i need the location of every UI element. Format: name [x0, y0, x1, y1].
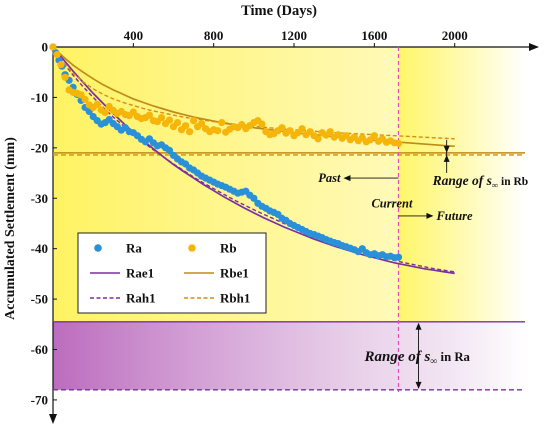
point-rb [93, 100, 101, 109]
x-tick-label: 800 [204, 28, 224, 43]
legend-marker [188, 244, 196, 252]
legend-label: Rae1 [126, 266, 154, 281]
point-rb [198, 120, 206, 128]
y-tick-label: -40 [31, 241, 48, 256]
legend-label: Ra [126, 241, 142, 256]
point-rb [218, 119, 226, 127]
legend-label: Rbh1 [220, 291, 250, 306]
point-rb [286, 127, 294, 135]
point-rb [182, 122, 190, 130]
y-tick-label: -70 [31, 392, 48, 407]
ra-range-arrow-top [415, 322, 422, 330]
current-label: Current [371, 196, 413, 210]
past-label: Past [318, 171, 341, 185]
y-tick-label: -50 [31, 292, 48, 307]
y-tick-label: -10 [31, 90, 48, 105]
point-rb [49, 43, 57, 51]
legend-label: Rbe1 [220, 266, 249, 281]
point-rb [129, 108, 137, 116]
point-rb [157, 114, 166, 122]
point-rb [186, 128, 194, 136]
x-tick-label: 1200 [281, 28, 307, 43]
data-points [49, 43, 403, 262]
ra-range-band [53, 321, 525, 390]
x-axis-arrow [529, 43, 539, 51]
point-rb [394, 139, 403, 147]
legend-marker [94, 244, 102, 252]
point-rb [314, 135, 322, 143]
y-tick-label: -30 [31, 191, 48, 206]
past-arrowhead [343, 175, 351, 182]
point-rb [173, 119, 182, 127]
y-tick-label: -60 [31, 342, 48, 357]
legend-label: Rb [220, 241, 237, 256]
rb-range-arrow-bottom [443, 154, 450, 162]
x-tick-label: 1600 [361, 28, 387, 43]
annotations: Past Current Future Range of s∞ in Rb Range … [318, 139, 528, 389]
point-rb [258, 120, 266, 128]
point-rb [61, 73, 69, 81]
x-tick-label: 2000 [442, 28, 468, 43]
point-rb [81, 95, 89, 103]
point-rb [278, 124, 286, 132]
point-rb [57, 61, 65, 69]
point-ra [250, 194, 258, 202]
point-rb [101, 108, 109, 117]
point-rb [165, 116, 174, 124]
x-tick-label: 400 [124, 28, 144, 43]
curve-rae1 [52, 46, 455, 275]
point-rb [53, 51, 61, 59]
rb-range-label: Range of s∞ in Rb [432, 173, 528, 190]
ra-range-arrow-bottom [415, 381, 422, 389]
point-rb [145, 111, 153, 119]
y-axis-title: Accumulated Settlement (mm) [3, 137, 18, 320]
legend: Ra Rb Rae1 Rbe1 Rah1 Rbh1 [77, 232, 267, 314]
future-arrowhead [426, 212, 434, 219]
point-rb [298, 125, 306, 133]
y-tick-label: -20 [31, 140, 48, 155]
ra-range-label: Range of s∞ in Ra [364, 349, 471, 367]
y-axis-arrow [49, 414, 57, 424]
point-rb [214, 127, 222, 135]
y-tick-label: 0 [42, 40, 49, 55]
point-rb [190, 117, 198, 125]
point-rb [370, 132, 378, 140]
point-ra [394, 253, 403, 261]
axes: 400 800 1200 1600 2000 0 -10 -20 -30 -40 -50 -60 -70… [3, 3, 539, 424]
rb-range-arrow-top [443, 145, 450, 153]
future-label: Future [435, 209, 473, 223]
x-axis-title: Time (Days) [241, 3, 317, 19]
point-rb [326, 128, 334, 136]
point-ra [165, 146, 174, 154]
future-band [398, 47, 525, 322]
legend-label: Rah1 [126, 291, 156, 306]
